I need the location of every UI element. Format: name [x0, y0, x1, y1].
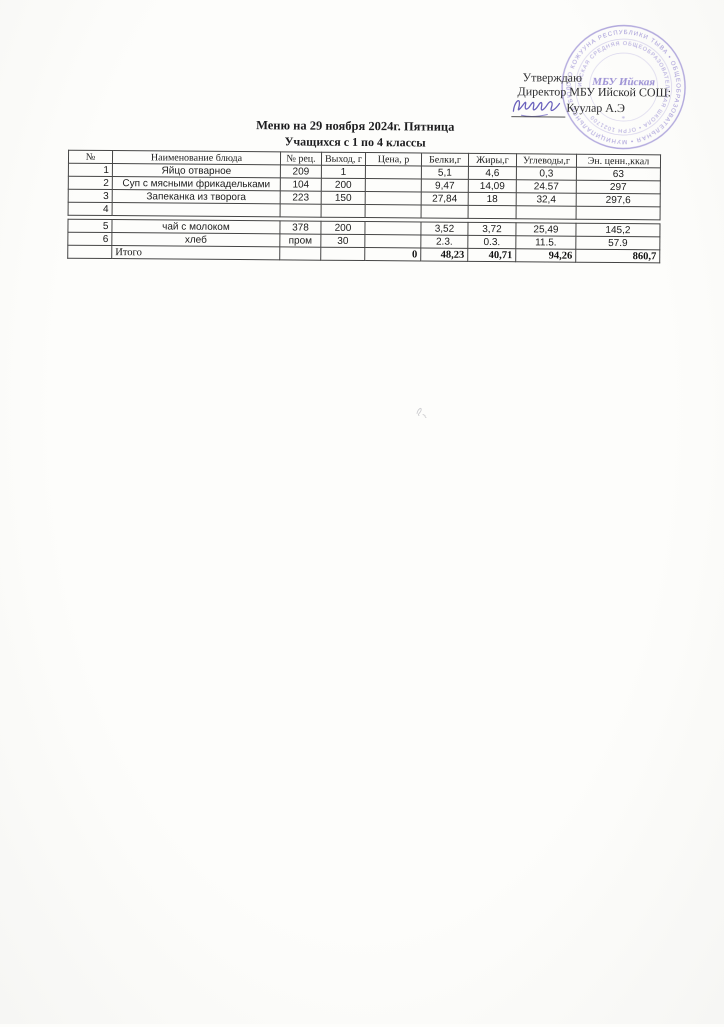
cell-rec: 209 [280, 164, 322, 179]
cell-out: 30 [320, 234, 365, 248]
cell-price [365, 204, 422, 218]
cell-rec: 104 [280, 177, 322, 192]
cell-price [364, 234, 421, 248]
cell-num: 1 [68, 163, 113, 177]
cell-rec [279, 246, 321, 261]
cell-rec: 223 [280, 190, 322, 205]
cell-protein: 5,1 [421, 165, 469, 180]
cell-price [365, 191, 422, 205]
cell-kcal: 57.9 [575, 236, 660, 250]
handwritten-signature [511, 100, 566, 118]
total-price: 0 [364, 247, 421, 261]
cell-num: 2 [68, 176, 113, 190]
header-out: Выход, г [321, 152, 366, 166]
header-dish: Наименование блюда [112, 150, 281, 165]
cell-out: 200 [321, 178, 366, 192]
cell-out [320, 247, 365, 261]
approval-block: Утверждаю Директор МБУ Ийской СОШ: Куула… [0, 0, 724, 163]
round-seal-stamp: ОГО КОЖУУНА РЕСПУБЛИКИ ТЫВА • ОБЩЕОБРАЗО… [557, 21, 686, 150]
cell-fat: 0.3. [467, 235, 516, 249]
cell-num: 3 [68, 189, 113, 203]
cell-carbs: 11.5. [515, 235, 576, 250]
total-fat: 40,71 [467, 248, 516, 262]
cell-out: 150 [321, 191, 366, 205]
cell-protein: 9,47 [421, 178, 469, 193]
cell-out [321, 204, 366, 218]
total-protein: 48,23 [420, 247, 468, 262]
cell-dish: Суп с мясными фрикадельками [112, 176, 281, 191]
cell-protein: 2.3. [420, 234, 468, 249]
cell-rec [280, 203, 322, 218]
cell-carbs: 32,4 [516, 192, 577, 207]
header-kcal: Эн. ценн.,ккал [576, 154, 661, 168]
cell-num: 6 [67, 232, 112, 246]
cell-fat [468, 205, 517, 219]
cell-protein: 27,84 [421, 191, 469, 206]
cell-protein [421, 204, 469, 219]
cell-carbs: 24.57 [516, 179, 577, 194]
stamp-asterisk: * [622, 115, 626, 123]
header-fat: Жиры,г [468, 153, 517, 167]
stamp-inner-circle [589, 52, 658, 122]
cell-rec: 378 [279, 220, 322, 235]
approval-signer-name: Куулар А.Э [566, 100, 625, 116]
cell-num [67, 245, 112, 259]
stamp-outer-circle [561, 24, 686, 150]
cell-dish: хлеб [111, 232, 280, 247]
cell-kcal: 63 [576, 167, 661, 181]
cell-fat: 4,6 [468, 166, 517, 180]
cell-kcal [576, 206, 661, 220]
cell-price [365, 165, 422, 179]
cell-out: 200 [320, 221, 366, 235]
cell-kcal: 145,2 [575, 223, 661, 237]
cell-rec: пром [279, 233, 321, 248]
cell-num: 5 [67, 219, 113, 233]
stamp-center-text: МБУ Ийская [591, 76, 655, 89]
header-num: № [68, 150, 113, 164]
pencil-smudge [416, 407, 427, 418]
menu-table-upper: № Наименование блюда № рец. Выход, г Цен… [68, 150, 662, 221]
cell-carbs [516, 205, 577, 220]
cell-dish [112, 202, 281, 217]
cell-dish: Запеканка из творога [112, 189, 281, 204]
cell-num: 4 [68, 202, 113, 216]
header-rec: № рец. [280, 151, 322, 166]
cell-carbs: 25,49 [515, 222, 577, 237]
cell-kcal: 297,6 [576, 193, 661, 207]
cell-fat: 18 [468, 192, 517, 206]
cell-dish: Яйцо отварное [112, 163, 281, 178]
cell-protein: 3,52 [420, 221, 469, 236]
header-protein: Белки,г [421, 152, 469, 167]
cell-dish: чай с молоком [111, 219, 281, 234]
total-label: Итого [111, 245, 280, 260]
total-carbs: 94,26 [515, 248, 576, 263]
cell-kcal: 297 [576, 180, 661, 194]
total-kcal: 860,7 [575, 249, 660, 263]
cell-fat: 14,09 [468, 179, 517, 193]
header-price: Цена, р [365, 152, 422, 166]
menu-table-lower: 5 чай с молоком 378 200 3,52 3,72 25,49 … [67, 219, 661, 264]
header-carbs: Углеводы,г [516, 153, 577, 168]
cell-carbs: 0,3 [516, 166, 577, 181]
stamp-middle-circle [575, 38, 672, 136]
cell-price [364, 221, 422, 235]
cell-price [365, 178, 422, 192]
cell-out: 1 [321, 165, 366, 179]
cell-fat: 3,72 [467, 222, 517, 236]
